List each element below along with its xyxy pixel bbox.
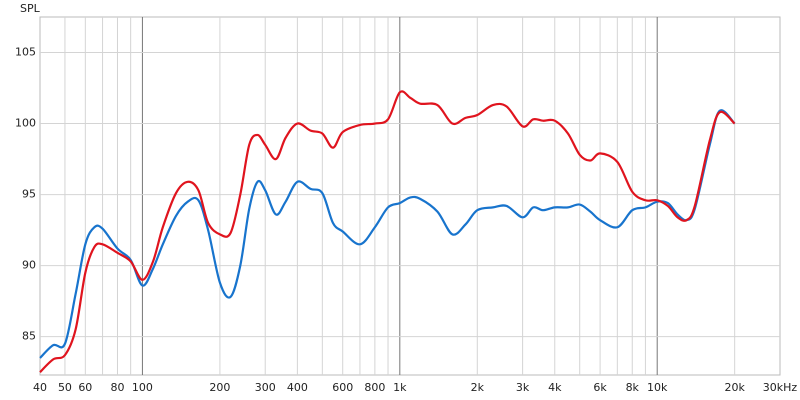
x-tick-label: 10k — [647, 381, 668, 394]
response-curve — [39, 109, 736, 359]
response-curve — [39, 90, 736, 373]
x-tick-label: 200 — [209, 381, 230, 394]
plot-area — [39, 16, 781, 376]
x-tick-label: 60 — [78, 381, 92, 394]
x-tick-label: 30kHz — [763, 381, 798, 394]
x-tick-label: 600 — [332, 381, 353, 394]
x-tick-label: 40 — [33, 381, 47, 394]
x-tick-label: 300 — [255, 381, 276, 394]
x-tick-label: 80 — [110, 381, 124, 394]
y-tick-label: 95 — [22, 188, 36, 201]
y-axis-label: SPL — [20, 2, 41, 15]
x-tick-label: 4k — [548, 381, 562, 394]
x-tick-label: 20k — [724, 381, 745, 394]
x-tick-label: 100 — [132, 381, 153, 394]
x-tick-label: 1k — [393, 381, 407, 394]
y-tick-label: 100 — [15, 117, 36, 130]
x-tick-label: 50 — [58, 381, 72, 394]
x-tick-label: 800 — [364, 381, 385, 394]
x-tick-label: 6k — [593, 381, 607, 394]
y-tick-label: 105 — [15, 46, 36, 59]
y-tick-label: 90 — [22, 259, 36, 272]
y-tick-label: 85 — [22, 330, 36, 343]
x-tick-label: 400 — [287, 381, 308, 394]
x-tick-label: 3k — [516, 381, 530, 394]
x-tick-label: 8k — [626, 381, 640, 394]
x-tick-label: 2k — [471, 381, 485, 394]
